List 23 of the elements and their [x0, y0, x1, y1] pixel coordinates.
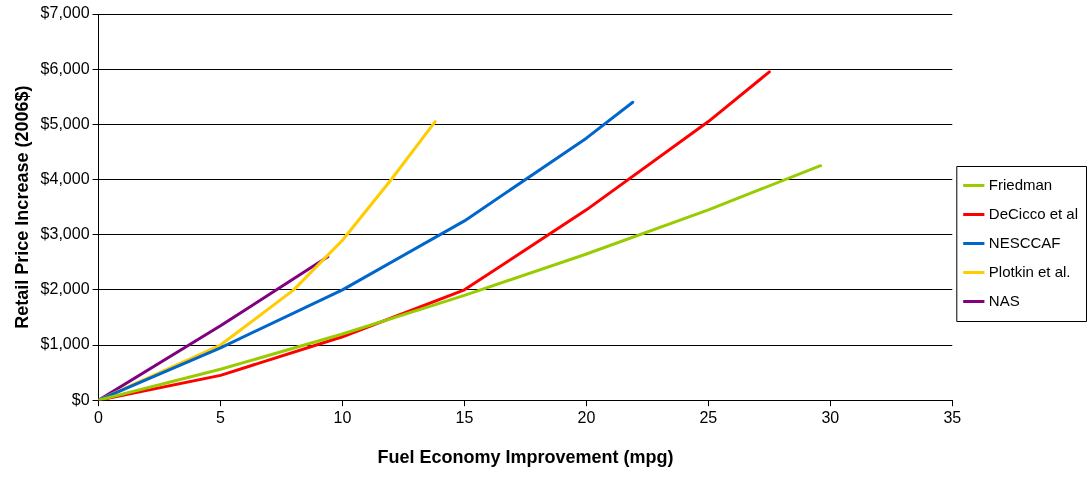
y-tick-label: $0 [71, 390, 90, 408]
x-tick-label: 20 [577, 409, 596, 427]
legend-label: Plotkin et al. [988, 262, 1071, 280]
y-tick-label: $1,000 [40, 335, 90, 353]
x-tick-label: 25 [699, 409, 718, 427]
legend-label: NESCCAF [988, 233, 1061, 251]
x-tick-label: 5 [216, 409, 226, 427]
x-tick-label: 0 [94, 409, 104, 427]
x-tick-label: 15 [455, 409, 474, 427]
y-tick-label: $7,000 [40, 4, 90, 22]
y-tick-label: $2,000 [40, 280, 90, 298]
y-tick-label: $6,000 [40, 59, 90, 77]
x-axis-title: Fuel Economy Improvement (mpg) [377, 447, 674, 468]
y-axis-title: Retail Price Increase (2006$) [11, 85, 32, 329]
x-tick-label: 10 [333, 409, 352, 427]
legend-label: Friedman [988, 175, 1053, 193]
y-tick-label: $4,000 [40, 169, 90, 187]
x-tick-label: 30 [821, 409, 840, 427]
legend-label: DeCicco et al [988, 204, 1078, 222]
legend-label: NAS [988, 291, 1020, 309]
x-tick-label: 35 [943, 409, 962, 427]
y-tick-label: $3,000 [40, 225, 90, 243]
y-tick-label: $5,000 [40, 114, 90, 132]
